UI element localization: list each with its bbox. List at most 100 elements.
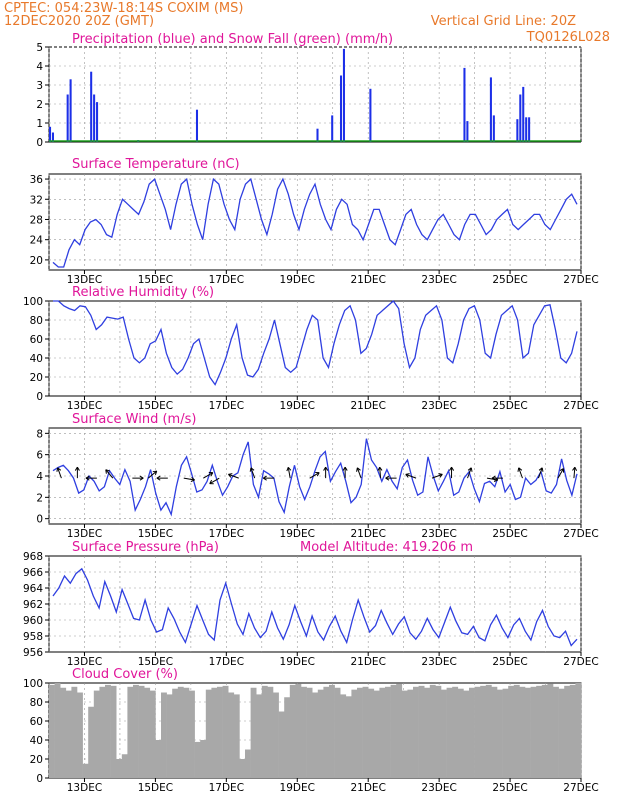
x-tick-label: 21DEC [350,656,385,668]
y-tick-label: 40 [30,735,43,747]
x-tick-label: 13DEC [67,274,102,286]
wind-arrow [486,477,498,481]
x-tick-label: 27DEC [563,274,598,286]
cloud-bar [278,711,285,778]
cloud-bar [54,683,61,778]
wind-arrow-head [538,467,544,472]
cloud-bar [485,684,492,778]
x-tick-label: 15DEC [138,274,173,286]
cloud-bar [239,759,246,778]
header-datetime: 12DEC2020 20Z (GMT) [4,14,154,29]
y-tick-label: 964 [23,583,43,595]
cloud-bar [558,688,565,778]
y-tick-label: 0 [36,137,43,149]
cloud-bar [429,684,436,778]
y-tick-label: 1 [36,118,43,130]
cloud-bar [525,687,531,778]
panel-title: Relative Humidity (%) [72,285,214,300]
y-tick-label: 0 [36,391,43,403]
panel-title: Cloud Cover (%) [72,667,178,682]
cloud-bar [418,685,425,778]
y-tick-label: 24 [30,235,44,247]
y-tick-label: 36 [30,174,44,186]
wind-arrow [573,467,576,479]
cloud-bar [228,692,235,778]
cloud-bar [401,690,408,778]
x-tick-label: 23DEC [421,528,456,540]
wind-arrow [228,473,239,479]
cloud-bar [334,687,341,778]
y-tick-label: 100 [23,678,43,690]
header-model-code: TQ0126L028 [526,30,610,45]
cloud-bar [469,687,475,778]
cloud-bar [553,686,559,778]
precip-bar [489,77,492,142]
panel-precip: 0 1 2 3 4 5 Precipitation (blue) and Snow Fall… [36,32,582,149]
cloud-bar [441,689,447,778]
precip-bar [369,88,372,142]
wind-arrow [356,467,362,479]
cloud-bar [362,686,369,778]
cloud-bar [407,689,414,778]
x-tick-label: 25DEC [492,400,527,412]
cloud-bar [323,686,330,778]
cloud-bar [144,687,151,778]
y-tick-label: 3 [36,80,43,92]
wind-arrow-head [228,473,233,478]
wind-arrow [379,467,382,479]
cloud-bar [233,694,240,778]
wind-arrow [405,473,417,479]
cloud-bar [513,684,520,778]
cloud-bar [351,689,358,778]
cloud-bar [93,690,100,778]
wind-arrow [287,467,291,479]
wind-arrow-head [105,469,110,474]
cloud-bar [306,687,313,778]
cloud-bar [99,686,106,778]
wind-arrow-head [377,466,383,471]
wind-arrow-head [559,468,565,473]
x-tick-label: 27DEC [563,528,598,540]
x-tick-label: 27DEC [563,782,598,794]
cloud-bar [502,688,509,778]
cloud-bar [250,687,257,778]
cloud-bar [245,749,251,778]
wind-arrow [183,477,195,481]
wind-arrow [147,470,158,479]
x-tick-label: 23DEC [421,656,456,668]
y-tick-label: 960 [23,615,43,627]
y-tick-label: 60 [30,334,43,346]
x-tick-label: 25DEC [492,528,527,540]
wind-arrow-head [139,475,144,481]
cloud-bar [71,686,78,778]
x-tick-label: 23DEC [421,400,456,412]
header-gridline-note: Vertical Grid Line: 20Z [431,14,576,29]
x-tick-label: 19DEC [280,400,315,412]
cloud-bar [457,688,464,778]
cloud-bar [547,683,554,778]
cloud-bar [424,687,431,778]
panel-wind: 0 2 4 6 8 13DEC 15DEC 17DEC 19DEC 21DEC 23DEC 25DEC… [36,412,598,540]
cloud-bar [357,687,363,778]
precip-bar [331,115,334,142]
plot-frame [48,173,582,271]
y-tick-label: 962 [23,599,43,611]
wind-arrow-head [209,479,214,485]
precip-bar [466,121,469,142]
x-tick-label: 17DEC [209,656,244,668]
wind-arrow [557,468,564,479]
precip-bar [195,109,199,142]
wind-arrow-head [323,466,329,471]
cloud-bar [194,741,201,778]
x-tick-label: 13DEC [67,528,102,540]
precip-bar [522,86,525,142]
y-tick-label: 968 [23,551,43,563]
cloud-bar [564,685,571,778]
wind-arrow-head [467,467,473,472]
cloud-bar [480,685,487,778]
series-line [52,177,578,268]
y-tick-label: 958 [23,631,43,643]
cloud-bar [49,684,55,778]
wind-arrow-head [491,475,496,481]
